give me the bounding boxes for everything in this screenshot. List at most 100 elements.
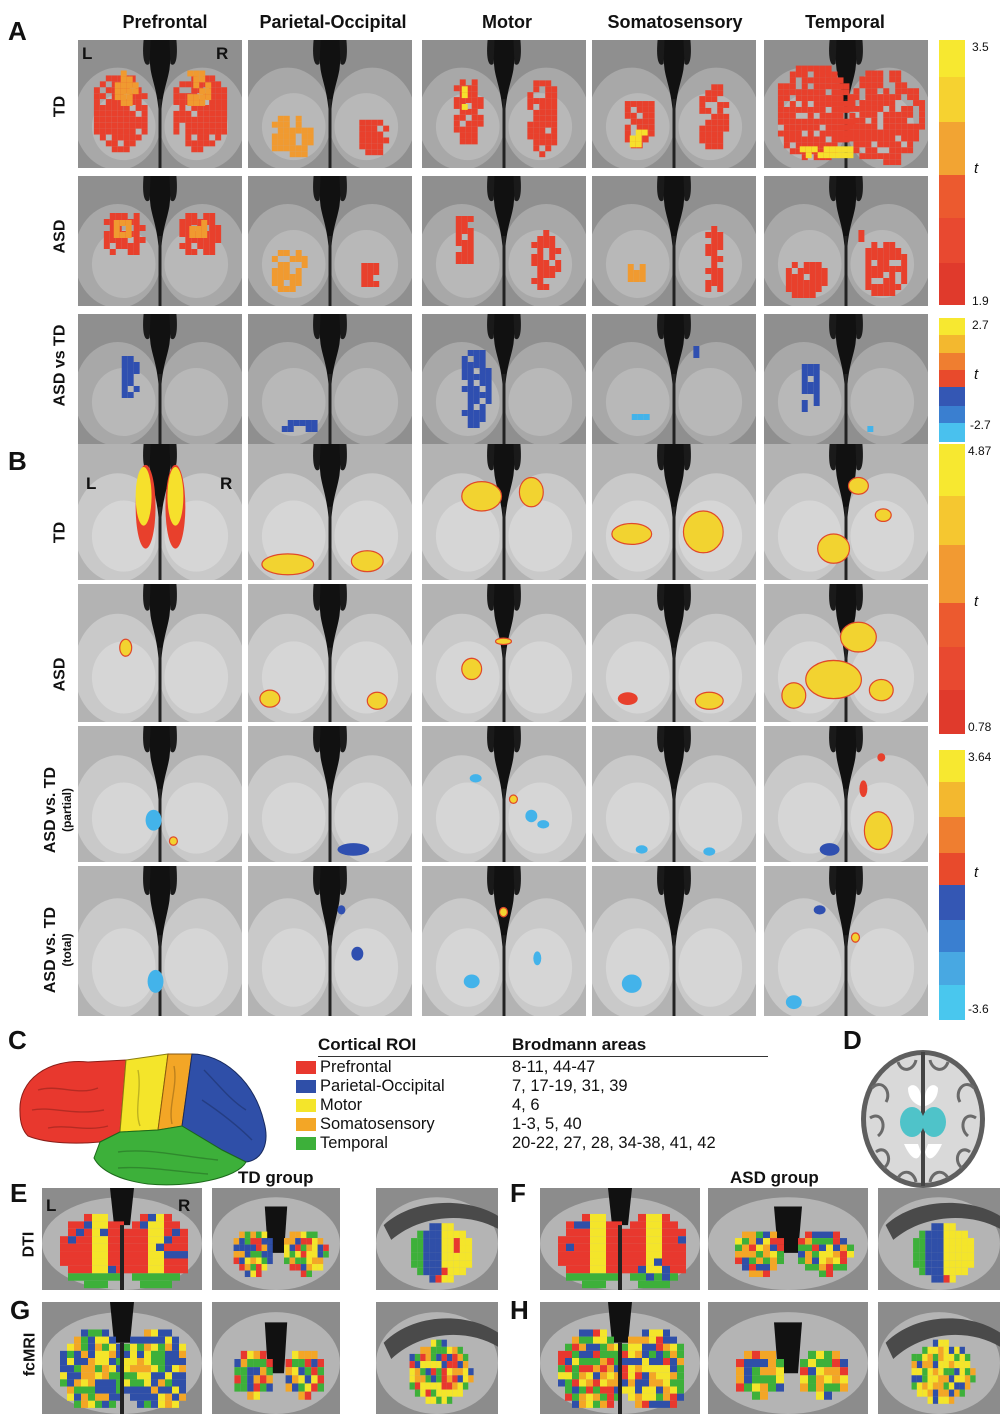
roi-name: Parietal-Occipital <box>320 1077 445 1095</box>
brain-tile <box>248 726 412 862</box>
cortical-roi-table: Cortical ROI Brodmann areas Prefrontal 8-… <box>296 1036 776 1153</box>
roi-brodmann: 4, 6 <box>512 1096 540 1114</box>
roi-brodmann: 8-11, 44-47 <box>512 1058 596 1076</box>
panel-label-f: F <box>510 1178 526 1208</box>
roi-rows: Prefrontal 8-11, 44-47 Parietal-Occipital 7… <box>296 1058 776 1153</box>
brain-tile <box>248 176 412 306</box>
brain-tile <box>422 584 586 722</box>
brain-tile <box>764 866 928 1016</box>
roi-swatch <box>296 1118 316 1131</box>
panel-b-row-partial: ASD vs. TD (partial) <box>42 745 78 875</box>
brain-tile <box>592 584 756 722</box>
brain-tile <box>78 314 242 444</box>
panel-b-right-label: R <box>220 474 233 493</box>
panel-label-g: G <box>10 1295 31 1325</box>
row-label-fcmri: fcMRI <box>21 1332 39 1377</box>
axial-slice-thalamus-illustration <box>861 1050 985 1188</box>
roi-name: Somatosensory <box>320 1115 435 1133</box>
brain-tile <box>592 866 756 1016</box>
panel-label-h: H <box>510 1295 529 1325</box>
roi-swatch <box>296 1137 316 1150</box>
panel-b-colorbar-diff <box>939 750 965 1020</box>
td-group-label: TD group <box>238 1168 314 1187</box>
brain-tile <box>422 314 586 444</box>
panel-b-colorbar2-label: t <box>974 864 979 881</box>
thalamus-right <box>922 1107 946 1137</box>
panel-label-d: D <box>843 1025 862 1055</box>
panel-b-colorbar1-max: 4.87 <box>968 444 992 458</box>
thalamus-parcellation-tile <box>42 1188 202 1290</box>
roi-name: Temporal <box>320 1134 388 1152</box>
brain-tile <box>764 726 928 862</box>
brain-tile <box>764 584 928 722</box>
brain-tile <box>248 314 412 444</box>
brain-tile <box>592 176 756 306</box>
panel-a-colorbar1-max: 3.5 <box>972 40 989 54</box>
table-header-brodmann: Brodmann areas <box>512 1035 647 1054</box>
panel-a-left-label: L <box>82 44 93 63</box>
panel-b-colorbar-group <box>939 444 965 734</box>
roi-name: Motor <box>320 1096 363 1114</box>
roi-brodmann: 1-3, 5, 40 <box>512 1115 582 1133</box>
brain-tile <box>248 40 412 168</box>
panel-b-colorbar2-min: -3.6 <box>968 1002 989 1016</box>
panel-b-row-total-sub: (total) <box>60 933 74 967</box>
panel-a-colorbar-group <box>939 40 965 305</box>
brain-tile <box>422 726 586 862</box>
panel-b-colorbar2-max: 3.64 <box>968 750 992 764</box>
brain-tile <box>764 444 928 580</box>
panel-b-row-td: TD <box>51 521 69 544</box>
panel-b-colorbar1-min: 0.78 <box>968 720 992 734</box>
cortex-region-prefrontal <box>19 1059 127 1144</box>
brain-tile <box>248 584 412 722</box>
brain-tile <box>248 444 412 580</box>
roi-row: Prefrontal 8-11, 44-47 <box>296 1058 776 1077</box>
roi-brodmann: 7, 17-19, 31, 39 <box>512 1077 628 1095</box>
brain-tile <box>592 444 756 580</box>
thalamus-parcellation-tile <box>878 1302 1000 1414</box>
thalamus-parcellation-tile <box>376 1188 498 1290</box>
brain-tile <box>248 866 412 1016</box>
roi-name: Prefrontal <box>320 1058 392 1076</box>
table-header-roi: Cortical ROI <box>318 1035 417 1054</box>
brain-tile <box>422 176 586 306</box>
thalamus-parcellation-tile <box>540 1188 700 1290</box>
roi-row: Somatosensory 1-3, 5, 40 <box>296 1115 776 1134</box>
roi-row: Motor 4, 6 <box>296 1096 776 1115</box>
column-header-motor: Motor <box>482 12 532 32</box>
thalamus-parcellation-tile <box>376 1302 498 1414</box>
panel-label-c: C <box>8 1025 27 1055</box>
roi-row: Parietal-Occipital 7, 17-19, 31, 39 <box>296 1077 776 1096</box>
panel-b-row-total: ASD vs. TD (total) <box>42 885 78 1015</box>
brain-tile <box>422 40 586 168</box>
panel-b-row-total-main: ASD vs. TD <box>42 906 59 994</box>
column-header-prefrontal: Prefrontal <box>122 12 208 32</box>
brain-tile <box>592 40 756 168</box>
panel-b-row-partial-sub: (partial) <box>60 788 74 833</box>
brain-tile <box>422 444 586 580</box>
panel-e-right-label: R <box>178 1196 191 1215</box>
thalamus-parcellation-tile <box>878 1188 1000 1290</box>
column-header-parietal-occipital: Parietal-Occipital <box>259 12 407 32</box>
panel-label-b: B <box>8 446 27 476</box>
panel-a-row-asd-vs-td: ASD vs TD <box>51 324 69 407</box>
thalamus-parcellation-tile <box>212 1188 340 1290</box>
roi-brodmann: 20-22, 27, 28, 34-38, 41, 42 <box>512 1134 716 1152</box>
roi-swatch <box>296 1080 316 1093</box>
panel-label-a: A <box>8 16 27 46</box>
brain-tile <box>592 314 756 444</box>
brain-tile <box>78 726 242 862</box>
thalamus-left <box>900 1107 924 1137</box>
panel-a-colorbar2-max: 2.7 <box>972 318 989 332</box>
thalamus-parcellation-tile <box>540 1302 700 1414</box>
thalamus-parcellation-tile <box>708 1302 868 1414</box>
panel-label-e: E <box>10 1178 28 1208</box>
asd-group-label: ASD group <box>730 1168 819 1187</box>
panel-a-right-label: R <box>216 44 229 63</box>
panel-a-colorbar1-min: 1.9 <box>972 294 989 308</box>
row-label-dti: DTI <box>20 1231 38 1258</box>
panel-b-colorbar1-label: t <box>974 593 979 610</box>
column-header-somatosensory: Somatosensory <box>607 12 743 32</box>
thalamus-parcellation-tile <box>708 1188 868 1290</box>
column-header-temporal: Temporal <box>805 12 885 32</box>
